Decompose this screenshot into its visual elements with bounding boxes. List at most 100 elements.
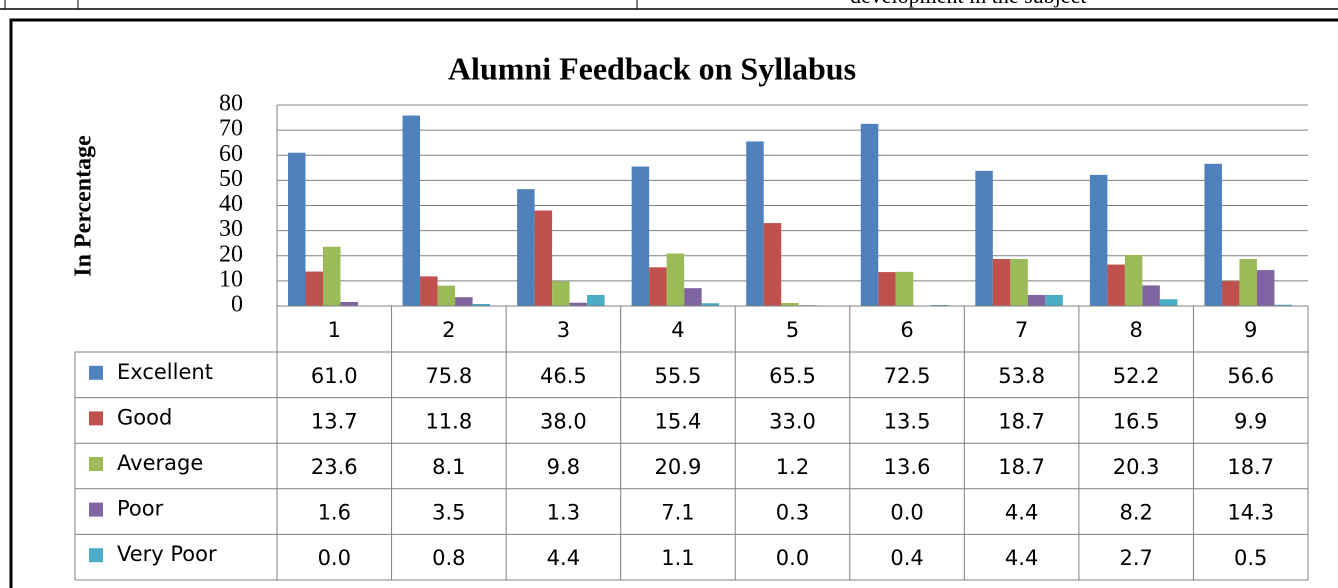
bar bbox=[517, 189, 535, 306]
bar bbox=[930, 304, 949, 306]
y-tick-label: 70 bbox=[219, 116, 243, 142]
x-tick-label: 6 bbox=[900, 318, 913, 342]
bar bbox=[437, 285, 456, 306]
bar bbox=[1124, 254, 1143, 306]
bar bbox=[992, 259, 1011, 306]
bar bbox=[288, 152, 306, 306]
table-cell: 61.0 bbox=[311, 364, 358, 388]
legend-swatch bbox=[89, 457, 103, 471]
x-tick-label: 1 bbox=[328, 318, 341, 342]
table-cell: 11.8 bbox=[425, 409, 472, 433]
table-cell: 53.8 bbox=[998, 364, 1045, 388]
table-cell: 33.0 bbox=[769, 409, 816, 433]
bar bbox=[340, 301, 358, 306]
bar bbox=[305, 271, 323, 306]
bar bbox=[1045, 294, 1063, 306]
y-axis-title: In Percentage bbox=[71, 135, 97, 277]
bar bbox=[455, 297, 473, 306]
bar bbox=[1027, 294, 1046, 306]
bar bbox=[1239, 259, 1257, 306]
chart-frame bbox=[9, 18, 1338, 588]
y-tick-label: 0 bbox=[231, 292, 243, 318]
table-cell: 52.2 bbox=[1113, 364, 1160, 388]
legend-swatch bbox=[89, 502, 103, 517]
table-cell: 9.9 bbox=[1234, 409, 1267, 433]
bar bbox=[534, 210, 553, 306]
bar bbox=[420, 276, 438, 306]
table-cell: 72.5 bbox=[884, 364, 931, 388]
table-cell: 14.3 bbox=[1227, 501, 1274, 525]
bar bbox=[1089, 174, 1108, 306]
bar bbox=[587, 294, 605, 306]
table-cell: 56.6 bbox=[1227, 364, 1274, 388]
table-cell: 16.5 bbox=[1113, 409, 1160, 433]
bar bbox=[1274, 304, 1292, 306]
bar bbox=[1142, 285, 1160, 306]
y-tick-label: 30 bbox=[219, 216, 243, 242]
table-cell: 8.2 bbox=[1119, 501, 1152, 525]
table-cell: 1.3 bbox=[547, 501, 580, 525]
bar bbox=[1159, 299, 1178, 306]
table-cell: 15.4 bbox=[655, 409, 702, 433]
bar bbox=[1204, 163, 1222, 306]
table-cell: 18.7 bbox=[998, 409, 1045, 433]
table-cell: 0.0 bbox=[890, 501, 923, 525]
bar bbox=[746, 141, 764, 306]
bar bbox=[402, 115, 421, 307]
bar bbox=[1256, 270, 1275, 306]
table-cell: 1.1 bbox=[661, 546, 694, 570]
bar bbox=[975, 170, 993, 306]
table-cell: 9.8 bbox=[547, 455, 580, 479]
table-cell: 4.4 bbox=[547, 546, 580, 570]
bar bbox=[895, 271, 914, 306]
table-cell: 1.2 bbox=[776, 455, 809, 479]
bar bbox=[649, 267, 667, 306]
table-cell: 0.5 bbox=[1234, 546, 1267, 570]
table-cell: 0.3 bbox=[776, 501, 809, 525]
bar bbox=[552, 281, 570, 306]
y-tick-label: 40 bbox=[219, 191, 243, 217]
y-tick-label: 80 bbox=[219, 91, 243, 117]
table-cell: 0.0 bbox=[318, 546, 351, 570]
bar bbox=[878, 272, 896, 306]
doc-text: development in the subject bbox=[850, 0, 1086, 8]
legend-label: Good bbox=[117, 405, 172, 429]
table-cell: 8.1 bbox=[432, 455, 465, 479]
table-cell: 20.3 bbox=[1113, 455, 1160, 479]
table-cell: 55.5 bbox=[655, 364, 702, 388]
bar bbox=[472, 303, 491, 306]
legend-label: Excellent bbox=[117, 360, 213, 384]
x-tick-label: 3 bbox=[557, 318, 570, 342]
bar bbox=[666, 253, 685, 306]
legend-swatch bbox=[89, 365, 103, 380]
legend-swatch bbox=[89, 548, 103, 563]
table-cell: 1.6 bbox=[318, 501, 351, 525]
table-cell: 65.5 bbox=[769, 364, 816, 388]
table-cell: 4.4 bbox=[1005, 546, 1038, 570]
table-cell: 75.8 bbox=[425, 364, 472, 388]
table-cell: 18.7 bbox=[998, 455, 1045, 479]
chart-title: Alumni Feedback on Syllabus bbox=[448, 50, 856, 86]
table-cell: 46.5 bbox=[540, 364, 587, 388]
y-tick-label: 10 bbox=[219, 266, 243, 292]
table-cell: 38.0 bbox=[540, 409, 587, 433]
bar bbox=[701, 303, 720, 306]
table-cell: 0.0 bbox=[776, 546, 809, 570]
bar bbox=[763, 223, 782, 306]
table-cell: 23.6 bbox=[311, 455, 358, 479]
table-cell: 7.1 bbox=[661, 501, 694, 525]
table-cell: 0.4 bbox=[890, 546, 923, 570]
table-cell: 0.8 bbox=[432, 546, 465, 570]
table-cell: 18.7 bbox=[1227, 455, 1274, 479]
table-cell: 13.7 bbox=[311, 409, 358, 433]
bar bbox=[569, 302, 588, 306]
legend-label: Poor bbox=[117, 497, 164, 521]
x-tick-label: 5 bbox=[786, 318, 799, 342]
legend-label: Average bbox=[117, 451, 203, 475]
bar bbox=[684, 288, 702, 306]
table-cell: 2.7 bbox=[1119, 546, 1152, 570]
x-tick-label: 4 bbox=[671, 318, 684, 342]
table-cell: 4.4 bbox=[1005, 501, 1038, 525]
x-tick-label: 2 bbox=[442, 318, 455, 342]
x-tick-label: 8 bbox=[1129, 318, 1142, 342]
